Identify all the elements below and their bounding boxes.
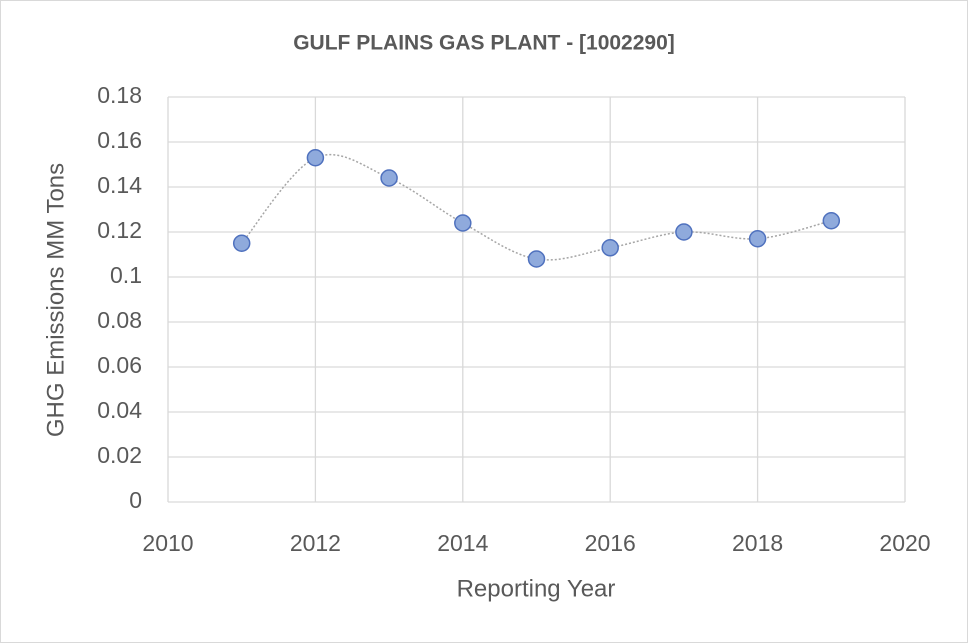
data-point [232,234,251,252]
data-point [748,230,767,248]
y-tick-label: 0.04 [97,397,142,423]
x-tick-label: 2010 [142,530,193,556]
y-tick-label: 0 [129,487,142,513]
x-tick-label: 2016 [585,530,636,556]
chart-title: GULF PLAINS GAS PLANT - [1002290] [293,32,675,55]
y-tick-label: 0.08 [97,307,142,333]
y-tick-label: 0.16 [97,127,142,153]
y-tick-label: 0.06 [97,352,142,378]
x-tick-label: 2012 [290,530,341,556]
x-tick-label: 2014 [437,530,488,556]
data-point [527,250,546,268]
series-line [241,153,832,261]
y-tick-label: 0.02 [97,442,142,468]
data-point [306,149,325,167]
y-tick-label: 0.14 [97,172,142,198]
y-axis-label: GHG Emissions MM Tons [42,163,69,437]
x-axis-label: Reporting Year [457,575,616,602]
y-tick-label: 0.1 [110,262,142,288]
y-tick-label: 0.12 [97,217,142,243]
y-tick-label: 0.18 [97,82,142,108]
x-tick-label: 2020 [879,530,930,556]
data-point [454,214,472,232]
data-point [822,212,841,230]
x-tick-label: 2018 [732,530,783,556]
data-point [380,169,398,187]
data-point [675,223,693,241]
data-point [601,239,619,257]
